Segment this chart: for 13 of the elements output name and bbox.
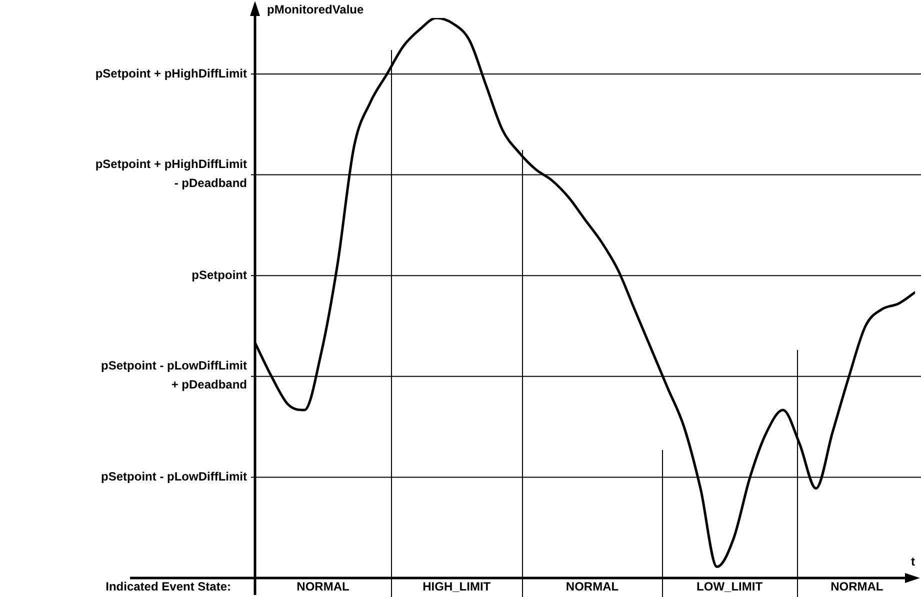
y-axis-title: pMonitoredValue (267, 2, 364, 16)
ref-line-label: pSetpoint (192, 268, 247, 282)
text: NORMAL (296, 579, 350, 594)
text: Indicated Event State: (106, 579, 231, 594)
ref-line-label: pSetpoint - pLowDiffLimit + pDeadband (101, 358, 248, 392)
text: HIGH_LIMIT (422, 579, 492, 594)
ref-line-label: pSetpoint + pHighDiffLimit - pDeadband (95, 157, 247, 190)
ref-line-label: pSetpoint + pHighDiffLimit (95, 66, 247, 80)
ref-line-label: pSetpoint - pLowDiffLimit (101, 470, 248, 484)
text: LOW_LIMIT (696, 579, 764, 594)
text: NORMAL (830, 579, 884, 594)
x-axis-title: t (911, 554, 915, 568)
text: NORMAL (566, 579, 619, 594)
